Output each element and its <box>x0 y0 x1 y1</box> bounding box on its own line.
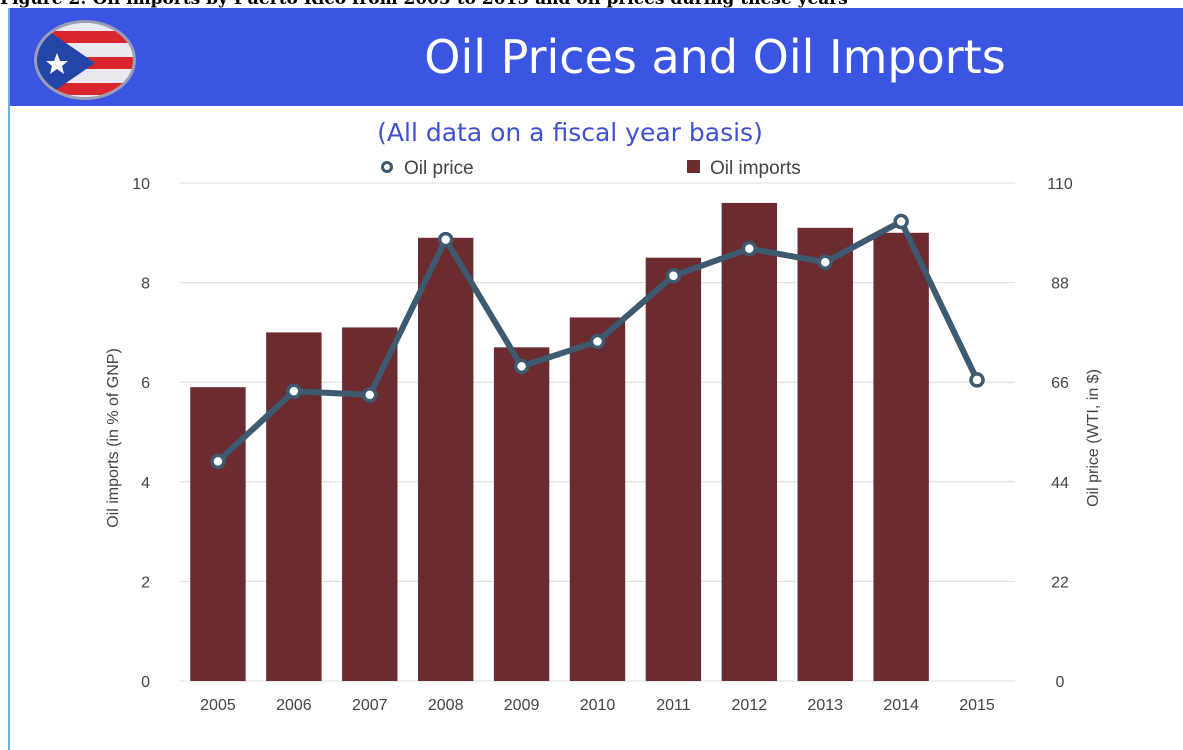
y-right-tick-label: 22 <box>1051 574 1069 591</box>
banner-title: Oil Prices and Oil Imports <box>424 30 1006 84</box>
y-right-tick-label: 88 <box>1051 276 1069 293</box>
point-oil-price <box>817 254 833 270</box>
x-tick-label: 2005 <box>200 697 236 714</box>
x-tick-label: 2006 <box>276 697 312 714</box>
y-right-tick-label: 44 <box>1051 475 1069 492</box>
x-tick-label: 2007 <box>352 697 388 714</box>
x-tick-label: 2012 <box>732 697 768 714</box>
y-left-tick-label: 10 <box>132 176 150 193</box>
x-tick-label: 2009 <box>504 697 540 714</box>
bar-oil-imports <box>190 387 246 681</box>
point-oil-price <box>969 372 985 388</box>
y-right-tick-label: 110 <box>1047 176 1073 193</box>
bar-oil-imports <box>493 347 550 681</box>
bar-oil-imports <box>645 257 702 681</box>
bar-oil-imports <box>873 232 929 682</box>
legend-item-oil-imports: Oil imports <box>687 158 801 179</box>
x-tick-label: 2010 <box>580 697 616 714</box>
y-axis-left-label: Oil imports (in % of GNP) <box>105 348 122 528</box>
bar-oil-imports <box>797 227 853 681</box>
x-tick-label: 2011 <box>656 697 691 714</box>
line-series-oil-price <box>210 213 985 470</box>
legend-marker-oil-imports <box>687 160 700 173</box>
y-axis-right-label: Oil price (WTI, in $) <box>1085 369 1102 507</box>
legend-marker-oil-price <box>381 161 393 173</box>
title-banner: Oil Prices and Oil Imports <box>10 8 1183 106</box>
y-left-tick-label: 2 <box>141 574 150 591</box>
legend-item-oil-price: Oil price <box>381 158 474 179</box>
figure-caption: Figure 2: Oil imports by Puerto Rico fro… <box>0 0 1183 10</box>
point-oil-price <box>589 333 606 350</box>
axes: 0 2 4 6 8 10 0 22 44 66 88 110 2005 2006 2007 2008 2009 2… <box>132 176 1073 714</box>
x-tick-label: 2008 <box>428 697 464 714</box>
point-oil-price <box>665 268 682 284</box>
point-oil-price <box>741 240 758 257</box>
y-left-tick-label: 6 <box>141 375 150 392</box>
chart: (All data on a fiscal year basis) Oil pr… <box>105 118 1102 714</box>
chart-subtitle: (All data on a fiscal year basis) <box>377 118 763 147</box>
puerto-rico-flag-icon <box>34 20 136 100</box>
legend-label-oil-price: Oil price <box>404 158 474 179</box>
point-oil-price <box>437 231 454 248</box>
legend-label-oil-imports: Oil imports <box>710 158 801 179</box>
x-tick-label: 2015 <box>959 697 995 714</box>
y-right-tick-label: 66 <box>1051 375 1069 392</box>
bar-oil-imports <box>721 202 778 682</box>
x-tick-label: 2014 <box>883 697 919 714</box>
bar-oil-imports <box>417 237 474 681</box>
point-oil-price <box>286 383 302 400</box>
bar-oil-imports <box>569 317 626 681</box>
x-tick-label: 2013 <box>807 697 843 714</box>
point-oil-price <box>362 387 378 403</box>
point-oil-price <box>893 213 909 230</box>
y-left-tick-label: 0 <box>141 674 150 691</box>
y-left-tick-label: 4 <box>141 475 150 492</box>
y-left-tick-label: 8 <box>141 276 150 293</box>
slide: Oil Prices and Oil Imports (All data on … <box>8 8 1183 750</box>
point-oil-price <box>513 358 530 375</box>
y-right-tick-label: 0 <box>1056 674 1065 691</box>
legend: Oil price Oil imports <box>381 158 801 179</box>
bar-oil-imports <box>342 327 398 681</box>
bar-series-oil-imports <box>190 202 929 682</box>
point-oil-price <box>210 453 226 470</box>
